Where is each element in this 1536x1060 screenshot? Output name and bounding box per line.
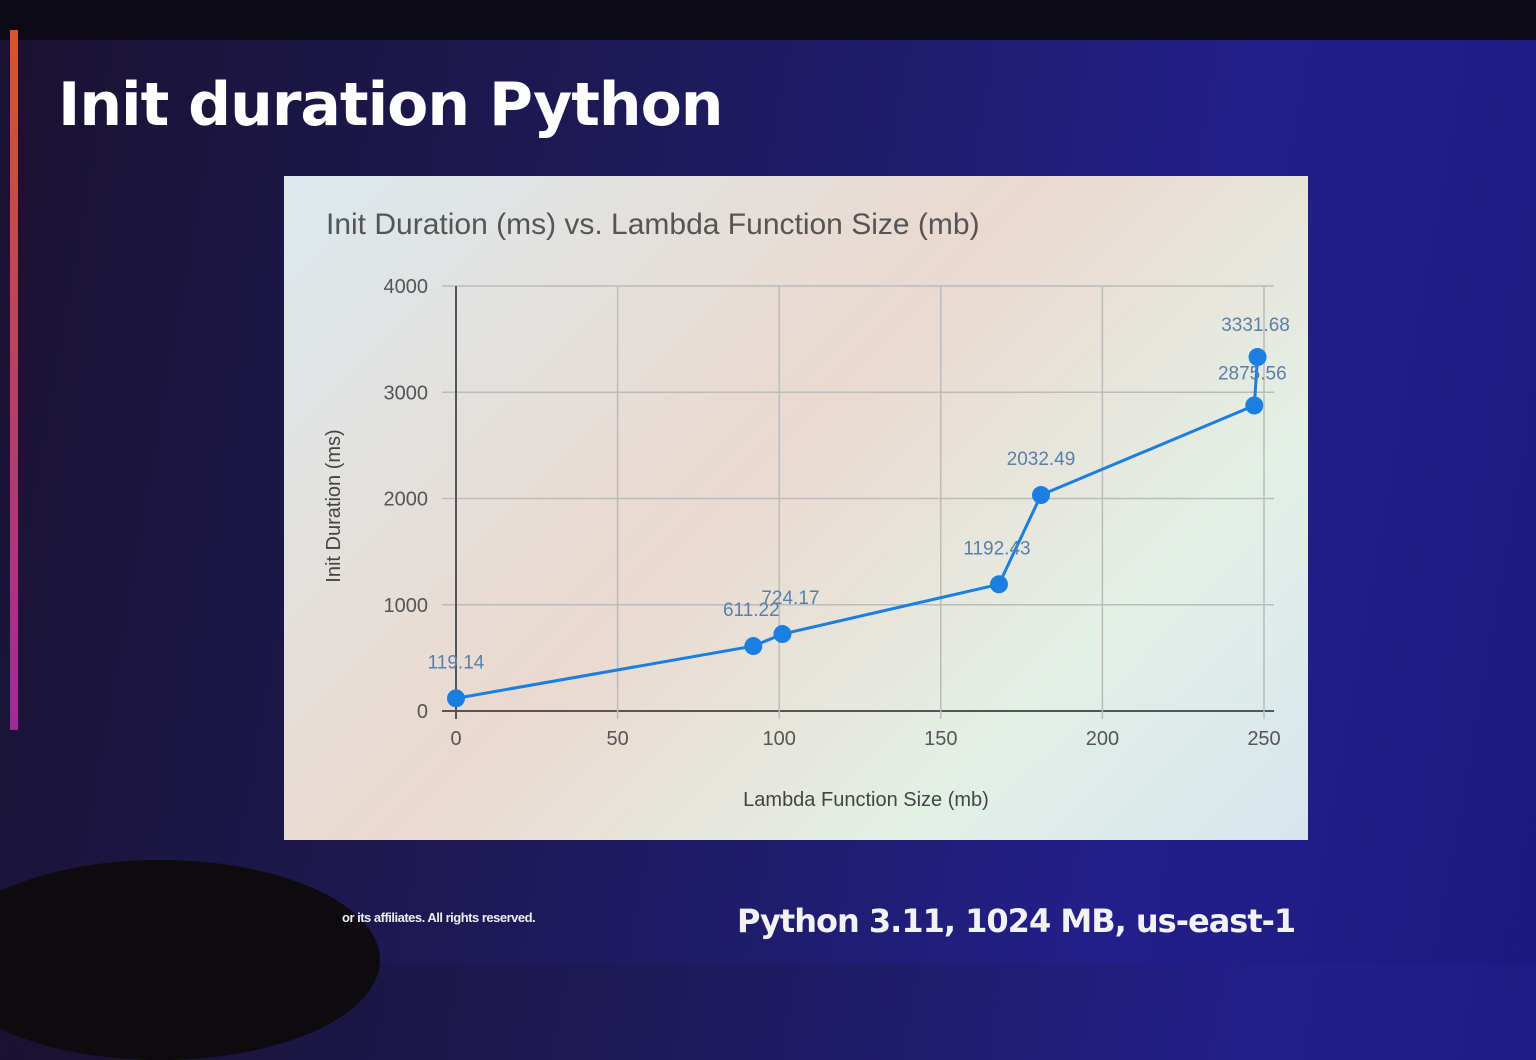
x-tick-label: 250 (1247, 728, 1280, 750)
slide-accent-bar (10, 30, 18, 730)
chart-title: Init Duration (ms) vs. Lambda Function S… (326, 208, 980, 241)
data-point (1248, 348, 1267, 367)
data-label: 611.22 (723, 600, 780, 621)
x-axis-label: Lambda Function Size (mb) (743, 789, 989, 811)
y-tick-label: 3000 (384, 382, 429, 404)
y-axis-label: Init Duration (ms) (323, 429, 345, 582)
y-tick-label: 2000 (384, 489, 429, 511)
data-label: 119.14 (428, 652, 485, 673)
y-tick-label: 1000 (384, 595, 429, 617)
x-tick-label: 200 (1086, 728, 1119, 750)
data-point (773, 625, 792, 644)
data-point (744, 637, 763, 656)
x-tick-label: 100 (763, 728, 796, 750)
data-label: 2875.56 (1218, 363, 1287, 384)
data-point (1031, 486, 1050, 505)
data-point (1245, 396, 1264, 415)
screen-top-edge (0, 0, 1536, 40)
copyright-text: or its affiliates. All rights reserved. (342, 910, 536, 925)
y-tick-label: 4000 (384, 276, 429, 298)
slide-title: Init duration Python (58, 70, 724, 140)
data-label: 2032.49 (1007, 449, 1076, 470)
audience-head-silhouette (0, 860, 380, 1060)
x-tick-label: 50 (606, 728, 628, 750)
line-chart: Init Duration (ms) vs. Lambda Function S… (323, 208, 1290, 811)
x-tick-label: 150 (924, 728, 957, 750)
y-tick-label: 0 (417, 701, 428, 723)
data-point (447, 689, 465, 708)
x-tick-label: 0 (450, 728, 461, 750)
series-line (455, 356, 1260, 700)
chart-panel: Init Duration (ms) vs. Lambda Function S… (284, 176, 1308, 840)
data-label: 1192.43 (963, 538, 1030, 559)
data-point (989, 575, 1008, 594)
data-label: 724.17 (761, 588, 819, 609)
data-label: 3331.68 (1221, 315, 1290, 336)
footer-note: Python 3.11, 1024 MB, us-east-1 (737, 902, 1296, 940)
